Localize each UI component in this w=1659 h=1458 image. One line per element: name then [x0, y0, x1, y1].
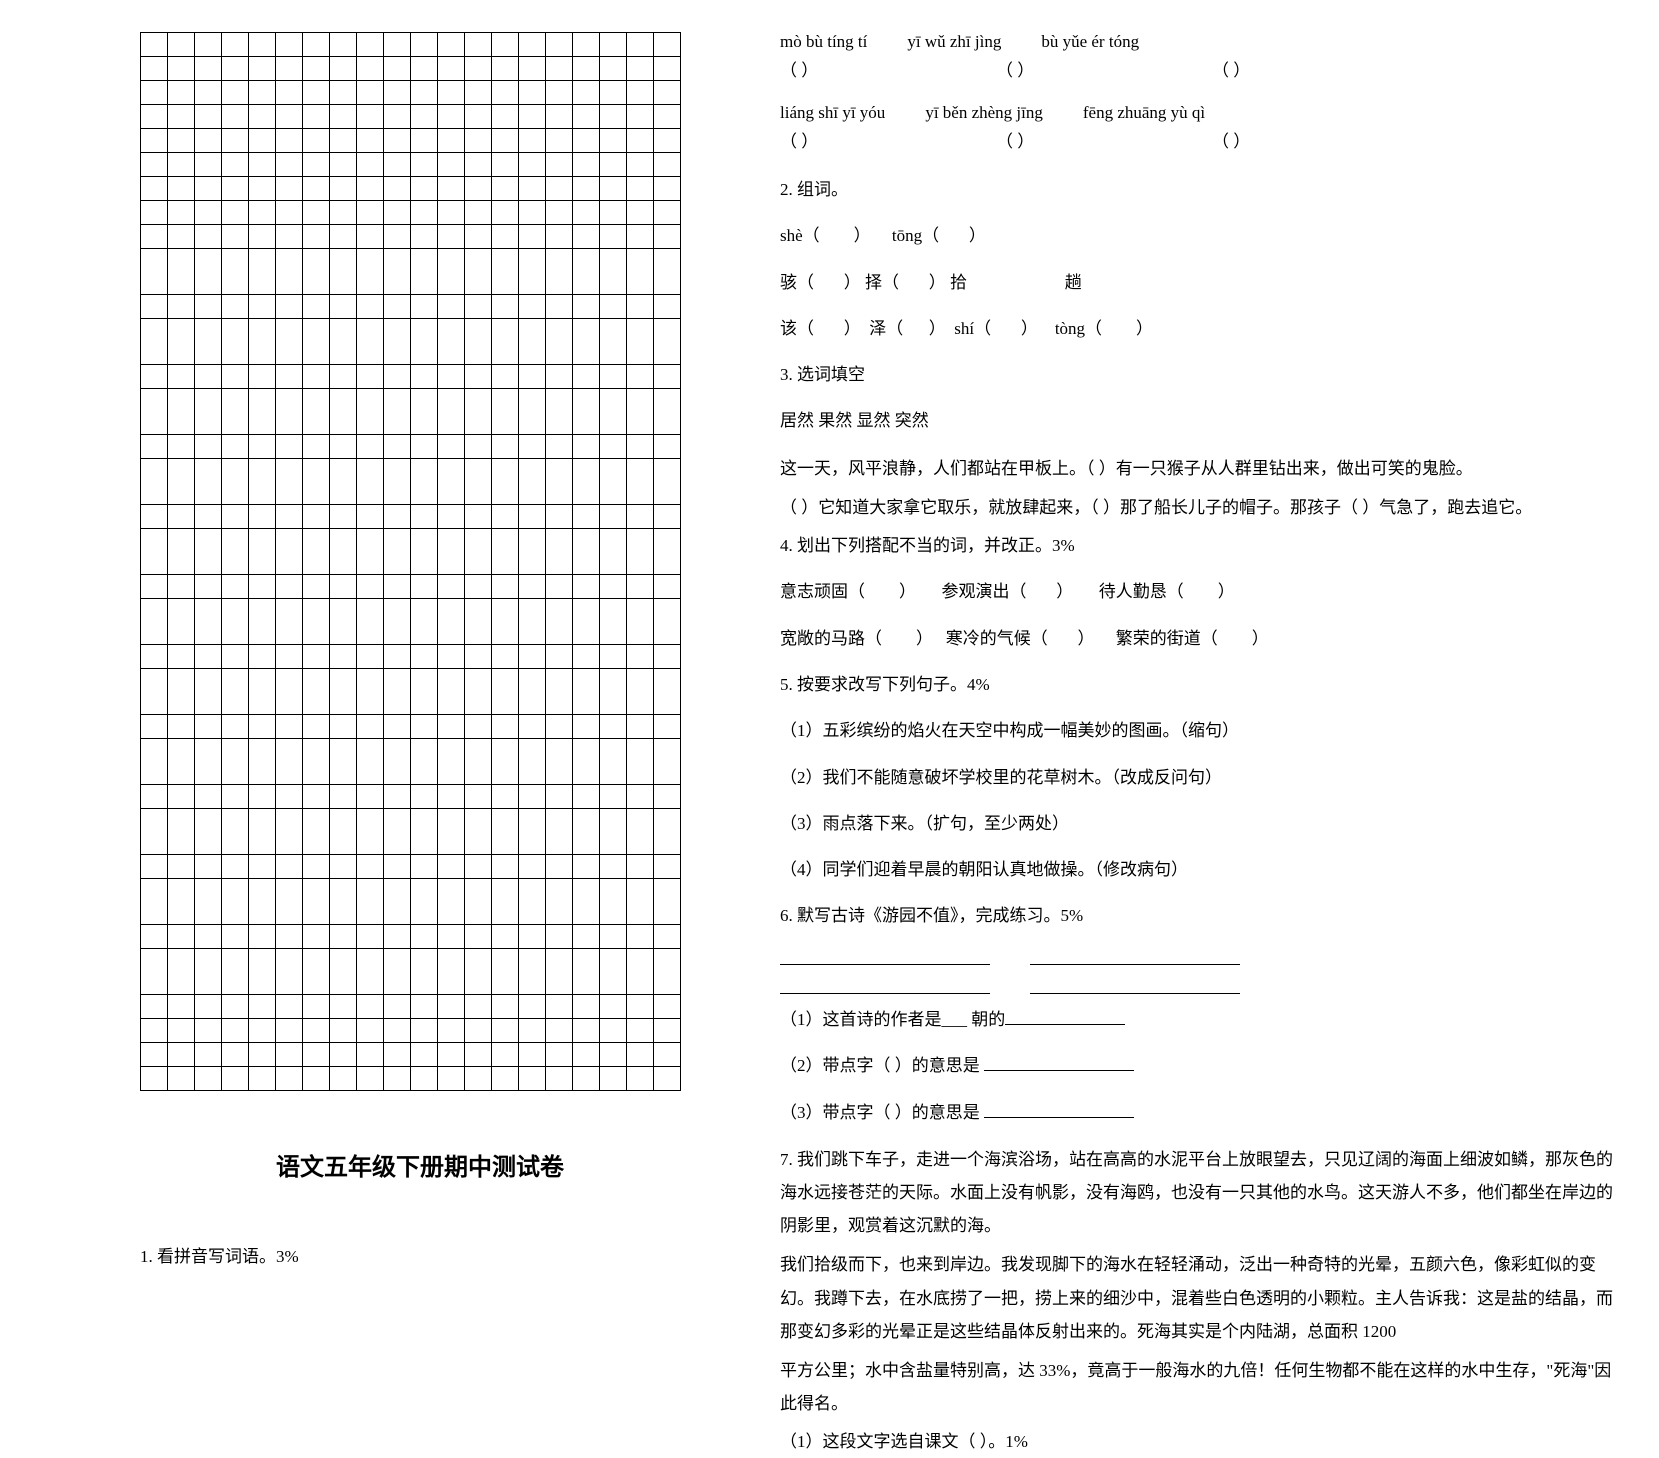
q4-label: 4. 划出下列搭配不当的词，并改正。3% [780, 530, 1619, 562]
pinyin-row-2: liáng shī yī yóu yī běn zhèng jīng fēng … [780, 103, 1619, 123]
q3-sentence-2: （ ）它知道大家拿它取乐，就放肆起来，（ ）那了船长儿子的帽子。那孩子（ ）气急… [780, 491, 1619, 524]
q6-sub2-text: （2）带点字（ ）的意思是 [780, 1056, 984, 1075]
q6-sub1-text: （1）这首诗的作者是___ 朝的 [780, 1010, 1005, 1029]
q5-item-4: （4）同学们迎着早晨的朝阳认真地做操。（修改病句） [780, 854, 1619, 886]
q2-line-3: 该（ ） 泽（ ） shí（ ） tòng（ ） [780, 313, 1619, 345]
q5-item-3: （3）雨点落下来。（扩句，至少两处） [780, 808, 1619, 840]
paren-row-2: （ ） （ ） （ ） [780, 127, 1619, 152]
q6-sub-3: （3）带点字（ ）的意思是 [780, 1097, 1619, 1129]
q7-paragraph-3: 平方公里；水中含盐量特别高，达 33%，竟高于一般海水的九倍！任何生物都不能在这… [780, 1354, 1619, 1420]
q7-sub-1: （1）这段文字选自课文（ ）。1% [780, 1426, 1619, 1458]
blank-line [780, 947, 990, 966]
q6-blanks-1 [780, 947, 1619, 966]
blank-line [1005, 1006, 1125, 1025]
q3-sentence-1: 这一天，风平浪静，人们都站在甲板上。（ ）有一只猴子从人群里钻出来，做出可笑的鬼… [780, 452, 1619, 485]
q1-label: 1. 看拼音写词语。3% [140, 1242, 700, 1267]
q7-paragraph-1: 7. 我们跳下车子，走进一个海滨浴场，站在高高的水泥平台上放眼望去，只见辽阔的海… [780, 1143, 1619, 1242]
paren-slot: （ ） [780, 127, 956, 152]
q6-blanks-2 [780, 975, 1619, 994]
q7-paragraph-2: 我们拾级而下，也来到岸边。我发现脚下的海水在轻轻涌动，泛出一种奇特的光晕，五颜六… [780, 1248, 1619, 1347]
paren-slot: （ ） [996, 127, 1172, 152]
blank-line [1030, 947, 1240, 966]
pinyin-1: mò bù tíng tí [780, 32, 867, 52]
q4-line-1: 意志顽固（ ） 参观演出（ ） 待人勤恳（ ） [780, 576, 1619, 608]
pinyin-row-1: mò bù tíng tí yī wǔ zhī jìng bù yǔe ér t… [780, 32, 1619, 52]
q6-label: 6. 默写古诗《游园不值》，完成练习。5% [780, 900, 1619, 932]
q3-label: 3. 选词填空 [780, 359, 1619, 391]
blank-line [984, 1053, 1134, 1072]
pinyin-5: yī běn zhèng jīng [925, 103, 1043, 123]
q3-words: 居然 果然 显然 突然 [780, 405, 1619, 437]
pinyin-3: bù yǔe ér tóng [1041, 32, 1139, 52]
q6-sub-2: （2）带点字（ ）的意思是 [780, 1050, 1619, 1082]
paren-slot: （ ） [996, 56, 1172, 81]
q4-line-2: 宽敞的马路（ ） 寒冷的气候（ ） 繁荣的街道（ ） [780, 623, 1619, 655]
pinyin-4: liáng shī yī yóu [780, 103, 885, 123]
blank-line [1030, 975, 1240, 994]
blank-line [984, 1099, 1134, 1118]
q6-sub-1: （1）这首诗的作者是___ 朝的 [780, 1004, 1619, 1036]
paren-slot: （ ） [780, 56, 956, 81]
q5-item-2: （2）我们不能随意破坏学校里的花草树木。（改成反问句） [780, 762, 1619, 794]
q5-label: 5. 按要求改写下列句子。4% [780, 669, 1619, 701]
q2-line-2: 骇（ ） 择（ ） 拾 趟 [780, 267, 1619, 299]
exam-title: 语文五年级下册期中测试卷 [140, 1147, 700, 1182]
answer-grid [140, 32, 681, 1091]
blank-line [780, 975, 990, 994]
paren-slot: （ ） [1212, 127, 1388, 152]
q2-line-1: shè（ ） tōng（ ） [780, 220, 1619, 252]
pinyin-6: fēng zhuāng yù qì [1083, 103, 1205, 123]
paren-row-1: （ ） （ ） （ ） [780, 56, 1619, 81]
q6-sub3-text: （3）带点字（ ）的意思是 [780, 1103, 984, 1122]
paren-slot: （ ） [1212, 56, 1388, 81]
q5-item-1: （1）五彩缤纷的焰火在天空中构成一幅美妙的图画。（缩句） [780, 715, 1619, 747]
q2-label: 2. 组词。 [780, 174, 1619, 206]
pinyin-2: yī wǔ zhī jìng [907, 32, 1001, 52]
